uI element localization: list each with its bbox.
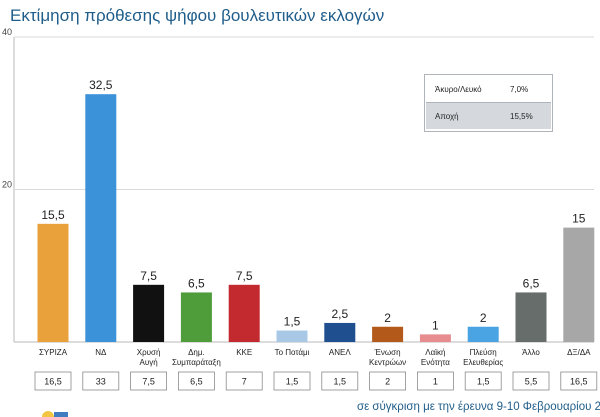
data-label: 2 bbox=[384, 311, 391, 325]
bar bbox=[180, 292, 212, 342]
category-label: Κεντρώων bbox=[369, 358, 406, 367]
bar bbox=[563, 227, 595, 342]
category-label: ΔΞ/ΔΑ bbox=[567, 348, 591, 357]
category-label: ΚΚΕ bbox=[236, 348, 252, 357]
legend-row-invalid-blank: Άκυρο/Λευκό 7,0% bbox=[426, 76, 551, 102]
previous-value-box bbox=[34, 371, 72, 391]
legend-label: Άκυρο/Λευκό bbox=[435, 85, 482, 94]
legend-divider bbox=[426, 102, 551, 103]
previous-value: 2 bbox=[385, 377, 390, 387]
chart-title: Εκτίμηση πρόθεσης ψήφου βουλευτικών εκλο… bbox=[10, 6, 385, 25]
data-label: 6,5 bbox=[523, 276, 540, 290]
previous-value-box bbox=[130, 371, 168, 391]
data-label: 7,5 bbox=[140, 269, 157, 283]
previous-value-box bbox=[416, 371, 454, 391]
bar bbox=[372, 326, 404, 342]
previous-value: 7,5 bbox=[142, 377, 155, 387]
data-label: 15 bbox=[572, 212, 586, 226]
previous-value-box bbox=[273, 371, 311, 391]
previous-value-box bbox=[321, 371, 359, 391]
category-label: ΑΝΕΛ bbox=[329, 348, 351, 357]
previous-value: 6,5 bbox=[190, 377, 203, 387]
previous-value: 16,5 bbox=[44, 377, 62, 387]
data-label: 2,5 bbox=[331, 307, 348, 321]
legend-box: Άκυρο/Λευκό 7,0% Αποχή 15,5% bbox=[424, 74, 553, 132]
data-label: 6,5 bbox=[188, 276, 205, 290]
bar bbox=[37, 223, 69, 342]
y-tick-label: 40 bbox=[2, 27, 12, 37]
category-label: Αυγή bbox=[140, 358, 158, 367]
legend-label: Αποχή bbox=[435, 112, 459, 121]
data-label: 15,5 bbox=[41, 208, 65, 222]
data-label: 7,5 bbox=[236, 269, 253, 283]
category-label: Άλλο bbox=[522, 348, 540, 357]
bar bbox=[467, 326, 499, 342]
previous-value: 1,5 bbox=[334, 377, 347, 387]
comparison-note: σε σύγκριση με την έρευνα 9-10 Φεβρουαρί… bbox=[357, 401, 600, 413]
data-label: 2 bbox=[480, 311, 487, 325]
previous-value: 5,5 bbox=[525, 377, 538, 387]
previous-value-box bbox=[369, 371, 407, 391]
legend-value: 7,0% bbox=[510, 85, 529, 94]
bar bbox=[276, 330, 308, 342]
category-label: ΝΔ bbox=[95, 348, 107, 357]
bar bbox=[419, 334, 451, 342]
previous-value: 1 bbox=[433, 377, 438, 387]
category-label: Ενότητα bbox=[421, 358, 450, 367]
previous-value-box bbox=[464, 371, 502, 391]
legend-row-abstention: Αποχή 15,5% bbox=[426, 103, 551, 129]
previous-value-box bbox=[82, 371, 120, 391]
category-label: Λαϊκή bbox=[425, 348, 445, 357]
bar bbox=[324, 322, 356, 342]
previous-value: 16,5 bbox=[570, 377, 588, 387]
y-tick-label: 20 bbox=[2, 180, 12, 190]
category-label: Δημ. bbox=[188, 348, 205, 357]
category-label: Ελευθερίας bbox=[463, 358, 503, 367]
previous-value-box bbox=[512, 371, 550, 391]
category-label: Το Ποτάμι bbox=[275, 348, 310, 357]
previous-value: 7 bbox=[242, 377, 247, 387]
category-label: Συμπαράταξη bbox=[172, 358, 221, 367]
previous-value: 33 bbox=[96, 377, 106, 387]
previous-value-box bbox=[177, 371, 215, 391]
previous-value: 1,5 bbox=[286, 377, 299, 387]
category-label: ΣΥΡΙΖΑ bbox=[39, 348, 68, 357]
previous-value: 1,5 bbox=[477, 377, 490, 387]
data-label: 32,5 bbox=[89, 78, 113, 92]
previous-value-box bbox=[225, 371, 263, 391]
bar bbox=[228, 284, 260, 342]
bar bbox=[515, 292, 547, 342]
category-label: Πλεύση bbox=[470, 348, 497, 357]
previous-value-box bbox=[560, 371, 598, 391]
bar bbox=[85, 94, 117, 342]
category-label: Ένωση bbox=[374, 348, 401, 357]
data-label: 1,5 bbox=[284, 315, 301, 329]
logo-icon bbox=[42, 411, 68, 417]
legend-value: 15,5% bbox=[510, 112, 533, 121]
category-label: Χρυσή bbox=[137, 348, 161, 357]
data-label: 1 bbox=[432, 318, 439, 332]
bar bbox=[133, 284, 165, 342]
